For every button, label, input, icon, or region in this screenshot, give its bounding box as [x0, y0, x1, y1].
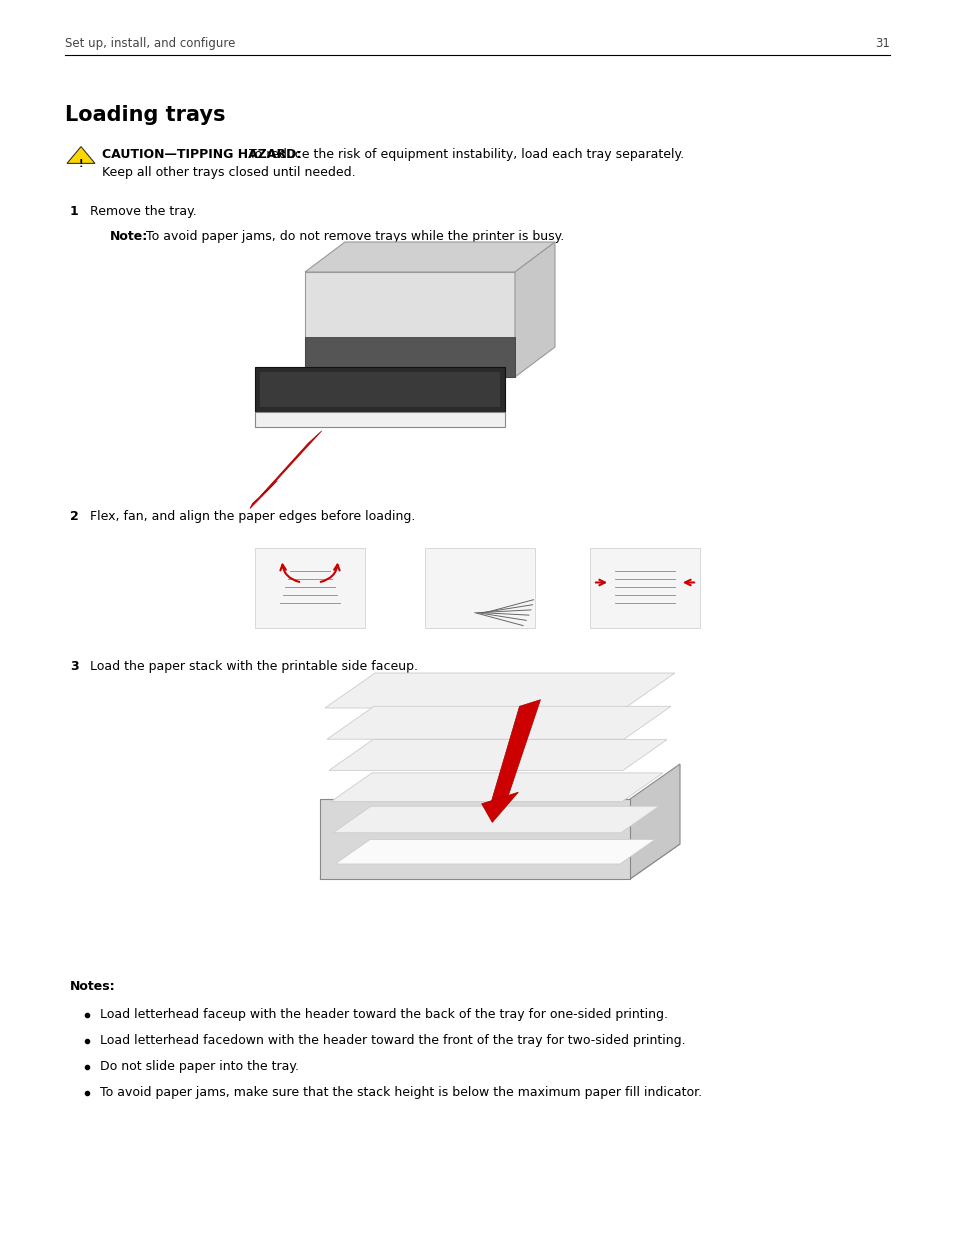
Text: To avoid paper jams, do not remove trays while the printer is busy.: To avoid paper jams, do not remove trays… [142, 230, 564, 243]
Text: Load the paper stack with the printable side faceup.: Load the paper stack with the printable … [90, 659, 417, 673]
FancyArrowPatch shape [280, 564, 299, 582]
Text: Load letterhead faceup with the header toward the back of the tray for one-sided: Load letterhead faceup with the header t… [100, 1008, 667, 1021]
Text: 2: 2 [70, 510, 79, 522]
Polygon shape [333, 806, 659, 832]
Polygon shape [335, 840, 655, 864]
Text: Set up, install, and configure: Set up, install, and configure [65, 37, 235, 49]
Polygon shape [331, 773, 662, 802]
Text: Note:: Note: [110, 230, 148, 243]
Text: 31: 31 [874, 37, 889, 49]
Text: !: ! [79, 159, 83, 169]
FancyArrowPatch shape [320, 564, 339, 582]
Polygon shape [254, 367, 504, 412]
Polygon shape [250, 480, 277, 509]
Polygon shape [305, 337, 515, 377]
Polygon shape [424, 547, 535, 627]
Text: To avoid paper jams, make sure that the stack height is below the maximum paper : To avoid paper jams, make sure that the … [100, 1086, 701, 1099]
Polygon shape [325, 673, 675, 708]
Polygon shape [329, 740, 666, 771]
Polygon shape [260, 372, 499, 408]
Text: Load letterhead facedown with the header toward the front of the tray for two-si: Load letterhead facedown with the header… [100, 1034, 685, 1047]
Polygon shape [305, 272, 515, 377]
Polygon shape [305, 242, 555, 272]
Polygon shape [589, 547, 700, 627]
Text: To reduce the risk of equipment instability, load each tray separately.: To reduce the risk of equipment instabil… [244, 148, 683, 161]
Polygon shape [629, 764, 679, 879]
Text: Remove the tray.: Remove the tray. [90, 205, 196, 219]
FancyArrowPatch shape [684, 579, 694, 585]
Polygon shape [254, 547, 365, 627]
Polygon shape [515, 242, 555, 377]
Text: Notes:: Notes: [70, 981, 115, 993]
Polygon shape [481, 792, 517, 823]
Text: CAUTION—TIPPING HAZARD:: CAUTION—TIPPING HAZARD: [102, 148, 301, 161]
FancyArrowPatch shape [596, 579, 604, 585]
Polygon shape [327, 706, 670, 740]
Polygon shape [67, 147, 95, 163]
Polygon shape [319, 799, 629, 879]
Text: 3: 3 [70, 659, 78, 673]
Polygon shape [259, 431, 321, 496]
Text: Flex, fan, and align the paper edges before loading.: Flex, fan, and align the paper edges bef… [90, 510, 415, 522]
Polygon shape [319, 844, 679, 879]
Polygon shape [491, 700, 540, 800]
Text: Loading trays: Loading trays [65, 105, 225, 125]
Text: Do not slide paper into the tray.: Do not slide paper into the tray. [100, 1060, 298, 1073]
Text: 1: 1 [70, 205, 79, 219]
Text: Keep all other trays closed until needed.: Keep all other trays closed until needed… [102, 165, 355, 179]
Polygon shape [254, 412, 504, 427]
